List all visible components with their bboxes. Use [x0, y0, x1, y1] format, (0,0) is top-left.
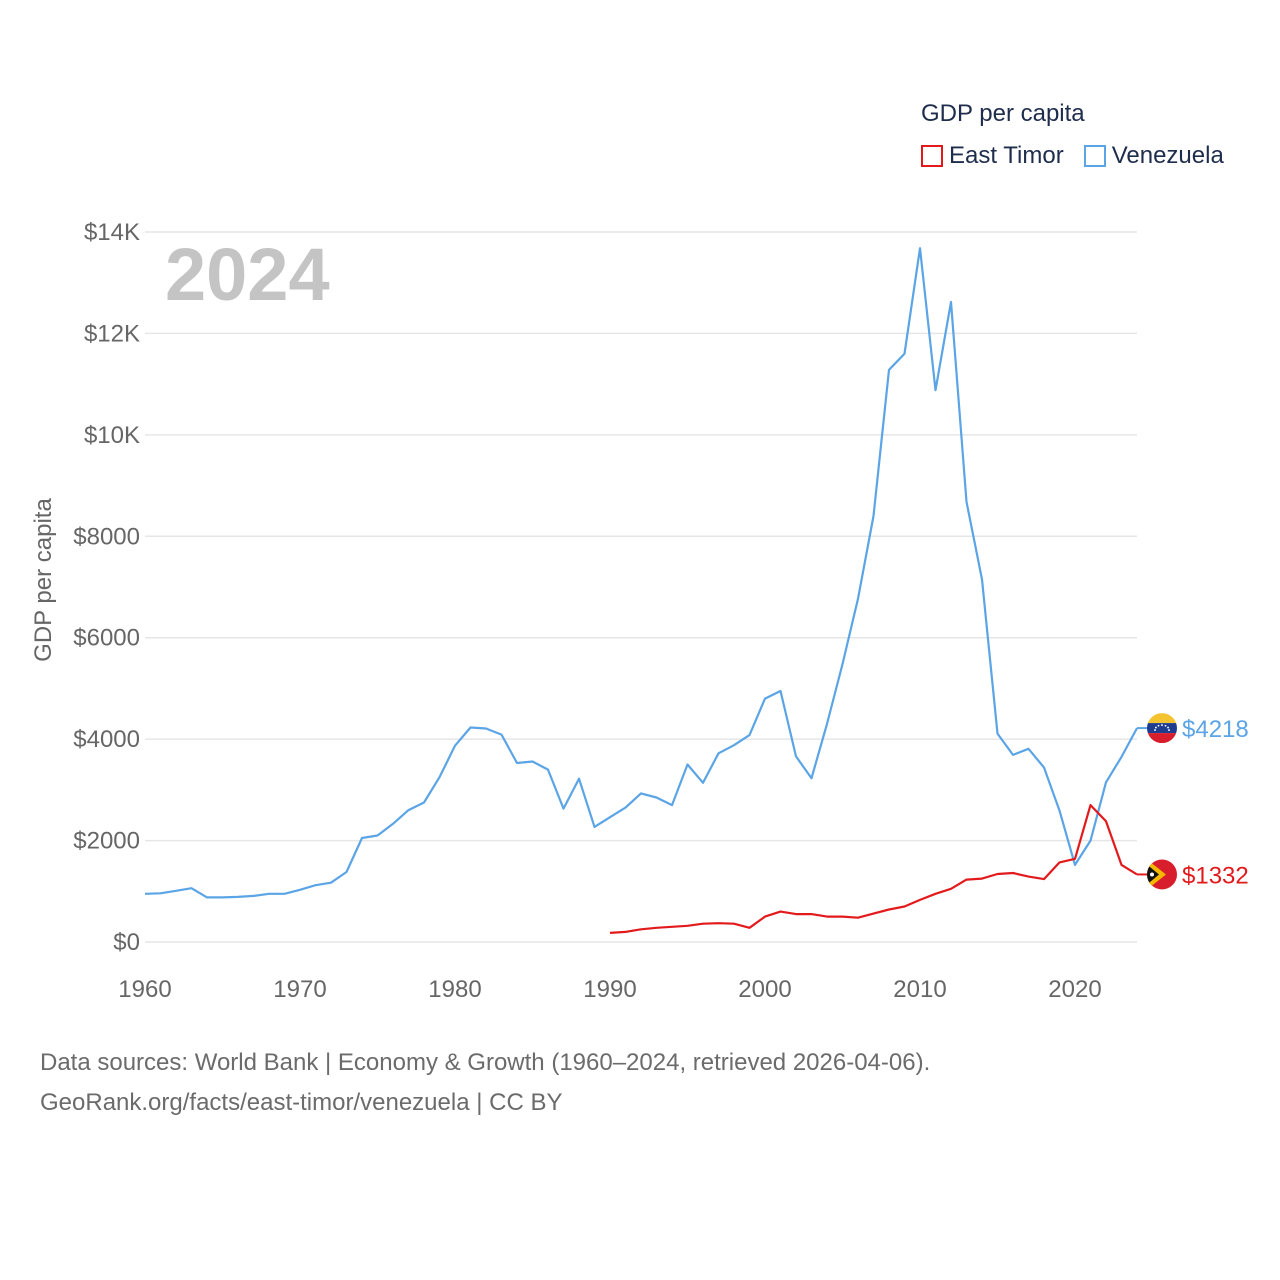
y-tick-label: $8000 — [73, 523, 140, 550]
series-line-venezuela — [144, 247, 1138, 899]
legend-item-venezuela[interactable]: Venezuela — [1083, 142, 1224, 170]
y-tick-label: $6000 — [73, 625, 140, 652]
x-tick-label: 2000 — [738, 976, 791, 1003]
end-value-label-venezuela: $4218 — [1182, 716, 1249, 743]
x-tick-label: 1990 — [583, 976, 636, 1003]
legend-label-east-timor: East Timor — [949, 142, 1064, 169]
venezuela-flag-icon — [1147, 713, 1177, 744]
x-tick-label: 2020 — [1048, 976, 1101, 1003]
source-line-2: GeoRank.org/facts/east-timor/venezuela |… — [40, 1089, 563, 1116]
x-tick-label: 1960 — [118, 976, 171, 1003]
legend-swatch-east-timor — [921, 145, 943, 167]
legend-title: GDP per capita — [921, 100, 1085, 127]
x-tick-label: 1980 — [428, 976, 481, 1003]
x-tick-label: 1970 — [273, 976, 326, 1003]
legend-swatch-venezuela — [1083, 145, 1106, 167]
x-tick-label: 2010 — [893, 976, 946, 1003]
y-axis-title: GDP per capita — [30, 498, 57, 662]
series-lines — [144, 247, 1138, 934]
y-tick-label: $0 — [113, 929, 140, 956]
end-value-label-east-timor: $1332 — [1182, 862, 1249, 889]
y-tick-label: $2000 — [73, 828, 140, 855]
grid-lines — [145, 231, 1137, 943]
series-line-east-timor — [609, 803, 1138, 934]
y-tick-label: $14K — [84, 219, 140, 246]
year-watermark: 2024 — [165, 233, 330, 316]
y-axis-ticks: $0 $2000 $4000 $6000 $8000 $10K $12K $14K — [73, 219, 140, 956]
legend-label-venezuela: Venezuela — [1111, 142, 1224, 169]
x-axis-ticks: 1960 1970 1980 1990 2000 2010 2020 — [118, 976, 1101, 1003]
east-timor-flag-icon — [1147, 859, 1177, 890]
legend-item-east-timor[interactable]: East Timor — [921, 142, 1064, 170]
legend: East Timor Venezuela — [921, 142, 1244, 170]
source-note: Data sources: World Bank | Economy & Gro… — [40, 1043, 930, 1123]
y-tick-label: $10K — [84, 422, 140, 449]
y-tick-label: $12K — [84, 320, 140, 347]
source-line-1: Data sources: World Bank | Economy & Gro… — [40, 1049, 931, 1076]
y-tick-label: $4000 — [73, 726, 140, 753]
end-markers: $4218 $1332 — [1137, 713, 1249, 890]
